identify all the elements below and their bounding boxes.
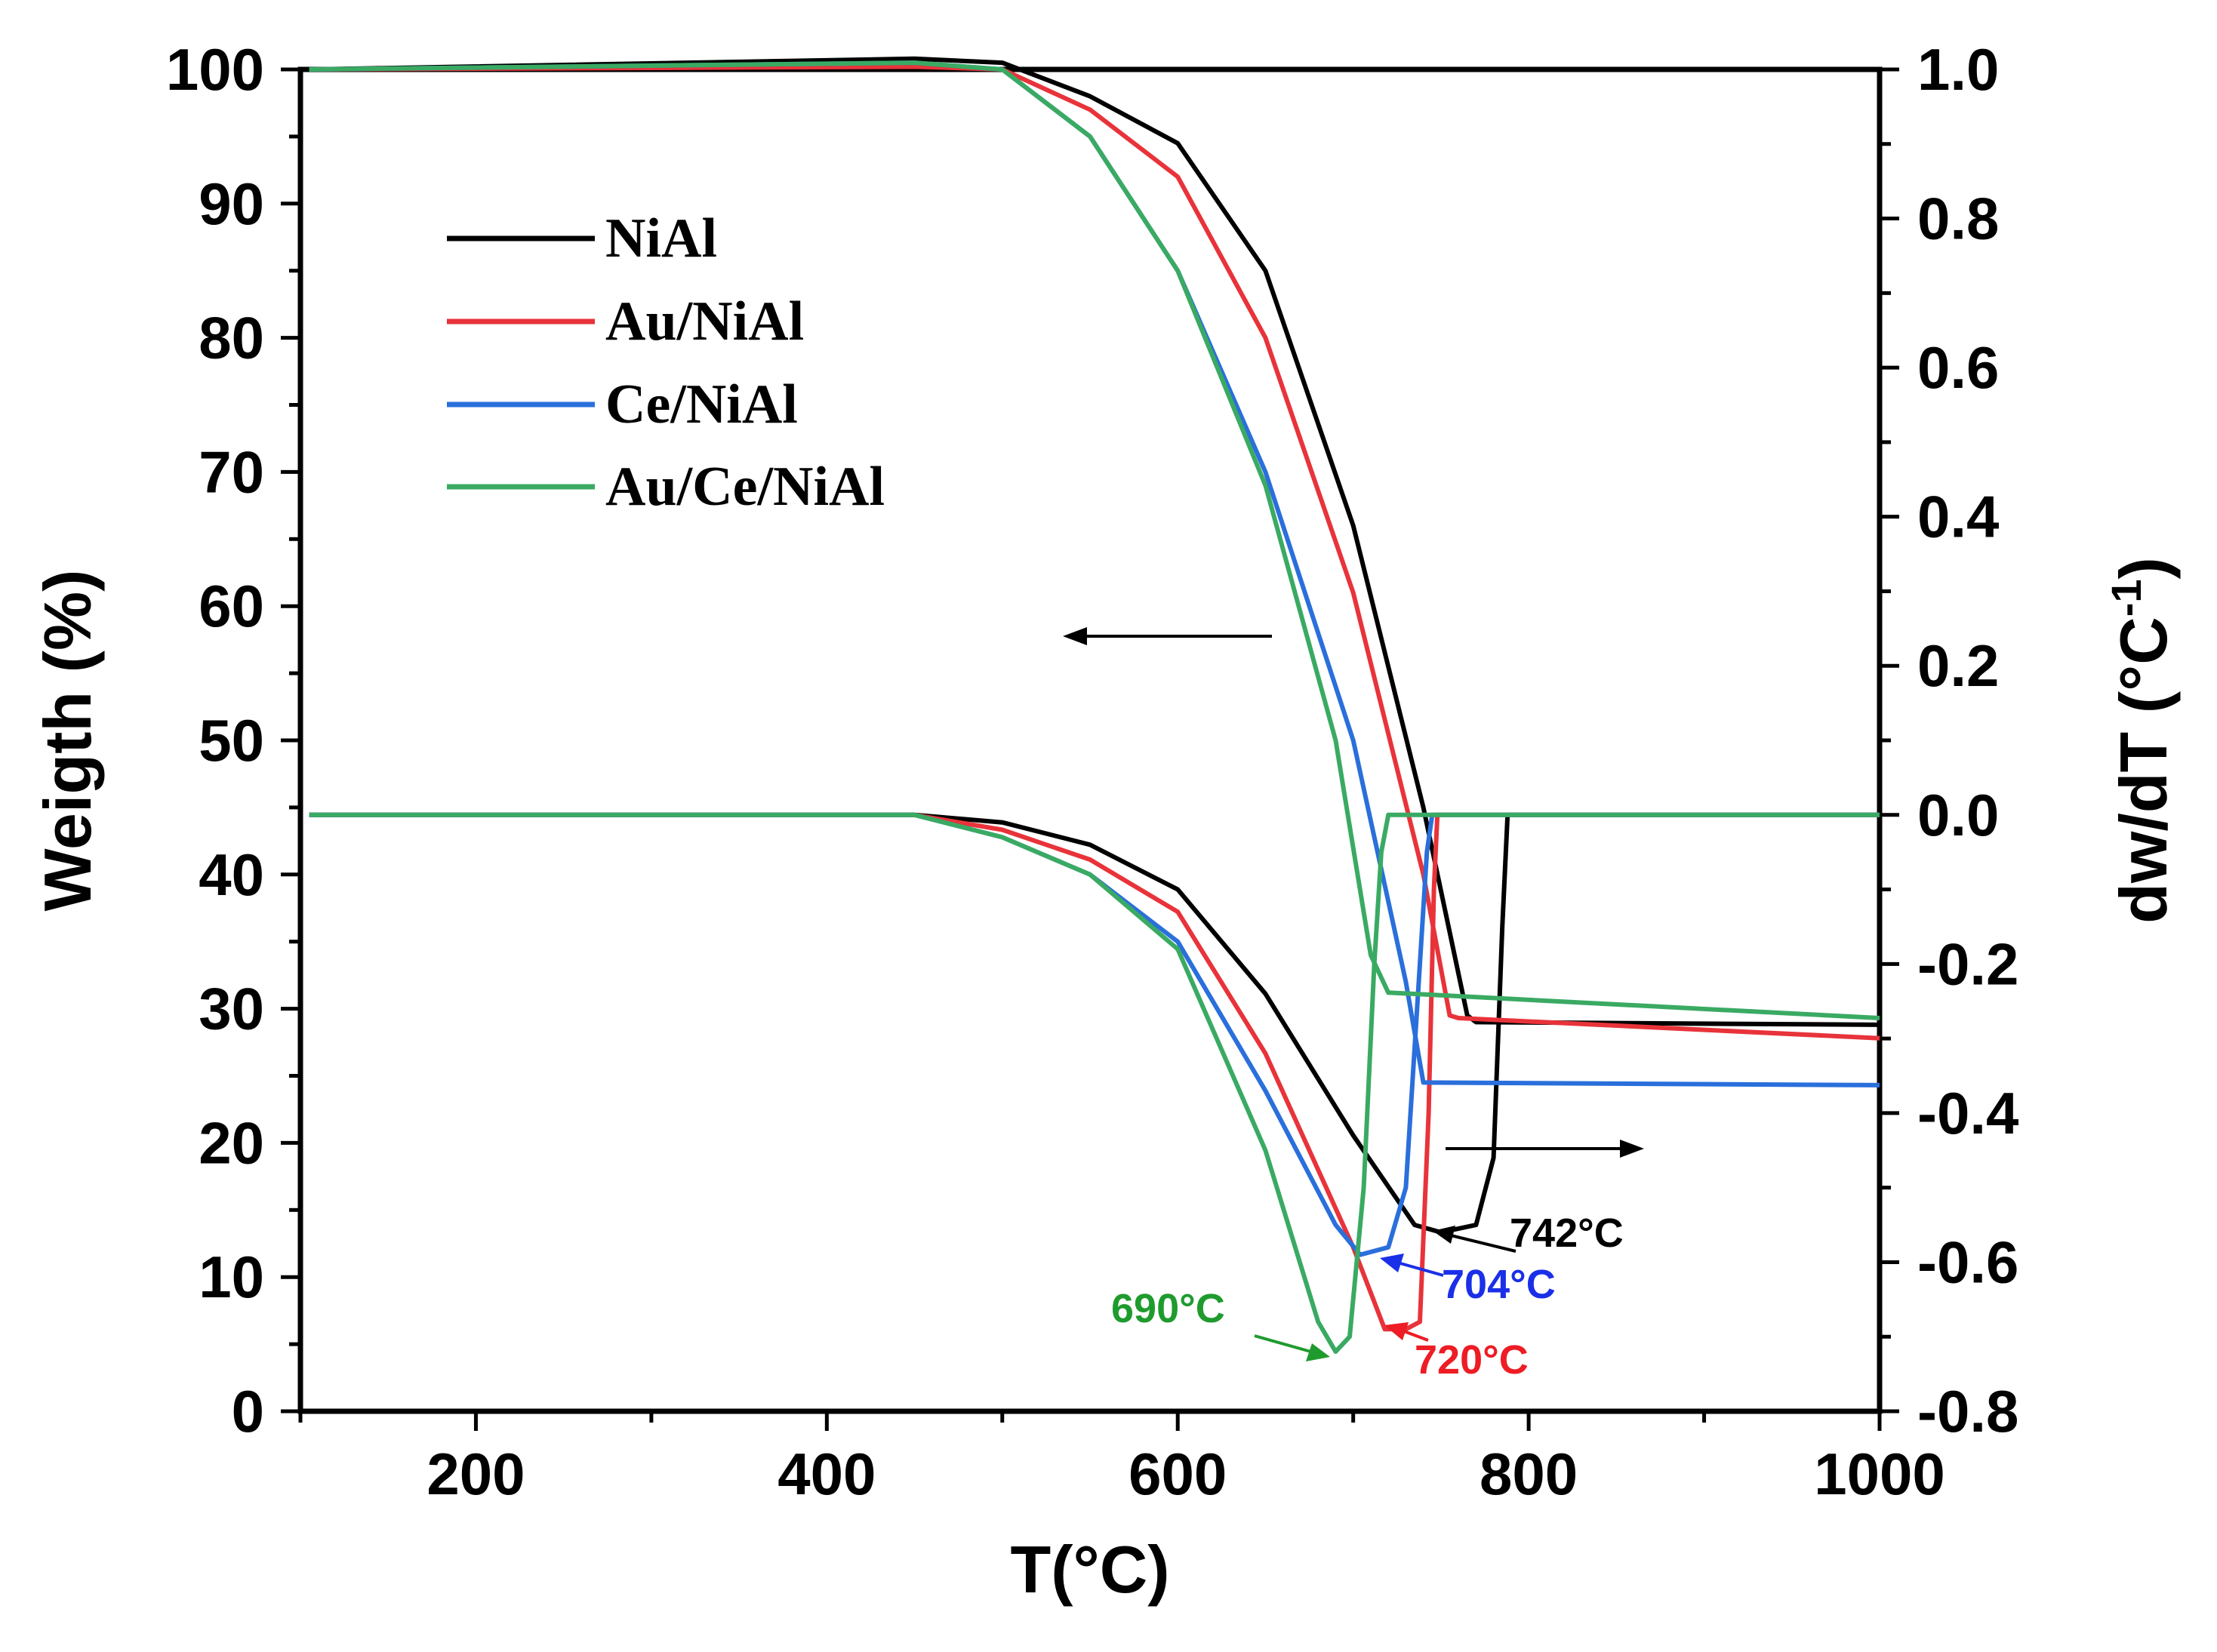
legend-label-nial: NiAl	[605, 208, 717, 269]
annotation-742: 742°C	[1433, 1211, 1624, 1256]
series-lines	[309, 56, 1880, 1354]
y-right-tick-label: 1.0	[1917, 36, 1999, 103]
legend-label-au-nial: Au/NiAl	[605, 291, 804, 352]
x-tick-labels: 200 400 600 800 1000	[426, 1441, 1944, 1507]
y-right-title-close: )	[2106, 557, 2181, 579]
y-left-tick-label: 20	[199, 1109, 264, 1176]
legend: NiAl Au/NiAl Ce/NiAl Au/Ce/NiAl	[447, 208, 885, 518]
y-left-tick-label: 90	[199, 171, 264, 237]
y-left-tick-label: 80	[199, 305, 264, 371]
plot-frame	[297, 66, 1883, 1414]
y-left-tick-label: 30	[199, 976, 264, 1042]
axis-ticks	[281, 67, 1899, 1431]
y-right-tick-label: 0.2	[1917, 632, 1999, 699]
derivative-line-nial	[309, 812, 1880, 1235]
y-left-tick-labels: 0 10 20 30 40 50 60 70 80 90 100	[166, 36, 264, 1444]
y-right-tick-label: 0.6	[1917, 334, 1999, 401]
y-right-title-main: dw/dT (°C	[2106, 617, 2181, 924]
left-axis-arrow	[1063, 627, 1272, 645]
y-left-tick-label: 40	[199, 841, 264, 908]
y-left-tick-label: 50	[199, 707, 264, 774]
y-left-tick-label: 100	[166, 36, 264, 103]
x-tick-label: 600	[1129, 1441, 1227, 1507]
derivative-line-au-ce-nial	[309, 812, 1880, 1354]
y-right-tick-label: 0.0	[1917, 782, 1999, 848]
x-tick-label: 200	[426, 1441, 525, 1507]
annotation-690: 690°C	[1111, 1286, 1330, 1361]
y-right-tick-label: -0.4	[1917, 1080, 2018, 1146]
y-right-tick-label: -0.2	[1917, 931, 2018, 997]
y-left-axis-title: Weigth (%)	[30, 570, 105, 912]
annotation-720: 720°C	[1384, 1322, 1529, 1383]
y-right-tick-labels: -0.8 -0.6 -0.4 -0.2 0.0 0.2 0.4 0.6 0.8 1.0	[1917, 36, 2018, 1444]
y-right-tick-label: -0.6	[1917, 1229, 2018, 1295]
derivative-line-au-nial	[309, 812, 1880, 1332]
x-tick-label: 800	[1480, 1441, 1578, 1507]
annotation-704: 704°C	[1380, 1254, 1556, 1307]
right-axis-arrow	[1446, 1140, 1644, 1158]
y-left-tick-label: 10	[199, 1244, 264, 1310]
annotation-742-label: 742°C	[1510, 1211, 1624, 1256]
y-right-tick-label: -0.8	[1917, 1378, 2018, 1444]
x-tick-label: 1000	[1814, 1441, 1945, 1507]
weight-line-au-ce-nial	[309, 60, 1880, 1020]
annotation-720-label: 720°C	[1415, 1337, 1529, 1383]
x-tick-label: 400	[777, 1441, 876, 1507]
legend-label-ce-nial: Ce/NiAl	[605, 374, 798, 435]
y-right-axis-title: dw/dT (°C-1)	[2102, 557, 2181, 924]
weight-line-au-nial	[309, 64, 1880, 1041]
y-left-tick-label: 60	[199, 573, 264, 639]
y-left-tick-label: 70	[199, 438, 264, 505]
x-axis-title: T(°C)	[1010, 1532, 1169, 1607]
y-right-tick-label: 0.8	[1917, 186, 1999, 252]
y-left-tick-label: 0	[232, 1378, 264, 1444]
y-right-tick-label: 0.4	[1917, 484, 1999, 550]
annotation-690-label: 690°C	[1111, 1286, 1225, 1331]
annotation-704-label: 704°C	[1442, 1262, 1556, 1307]
legend-label-au-ce-nial: Au/Ce/NiAl	[605, 456, 885, 518]
y-right-title-superscript: -1	[2102, 579, 2150, 617]
weight-line-ce-nial	[309, 60, 1880, 1087]
